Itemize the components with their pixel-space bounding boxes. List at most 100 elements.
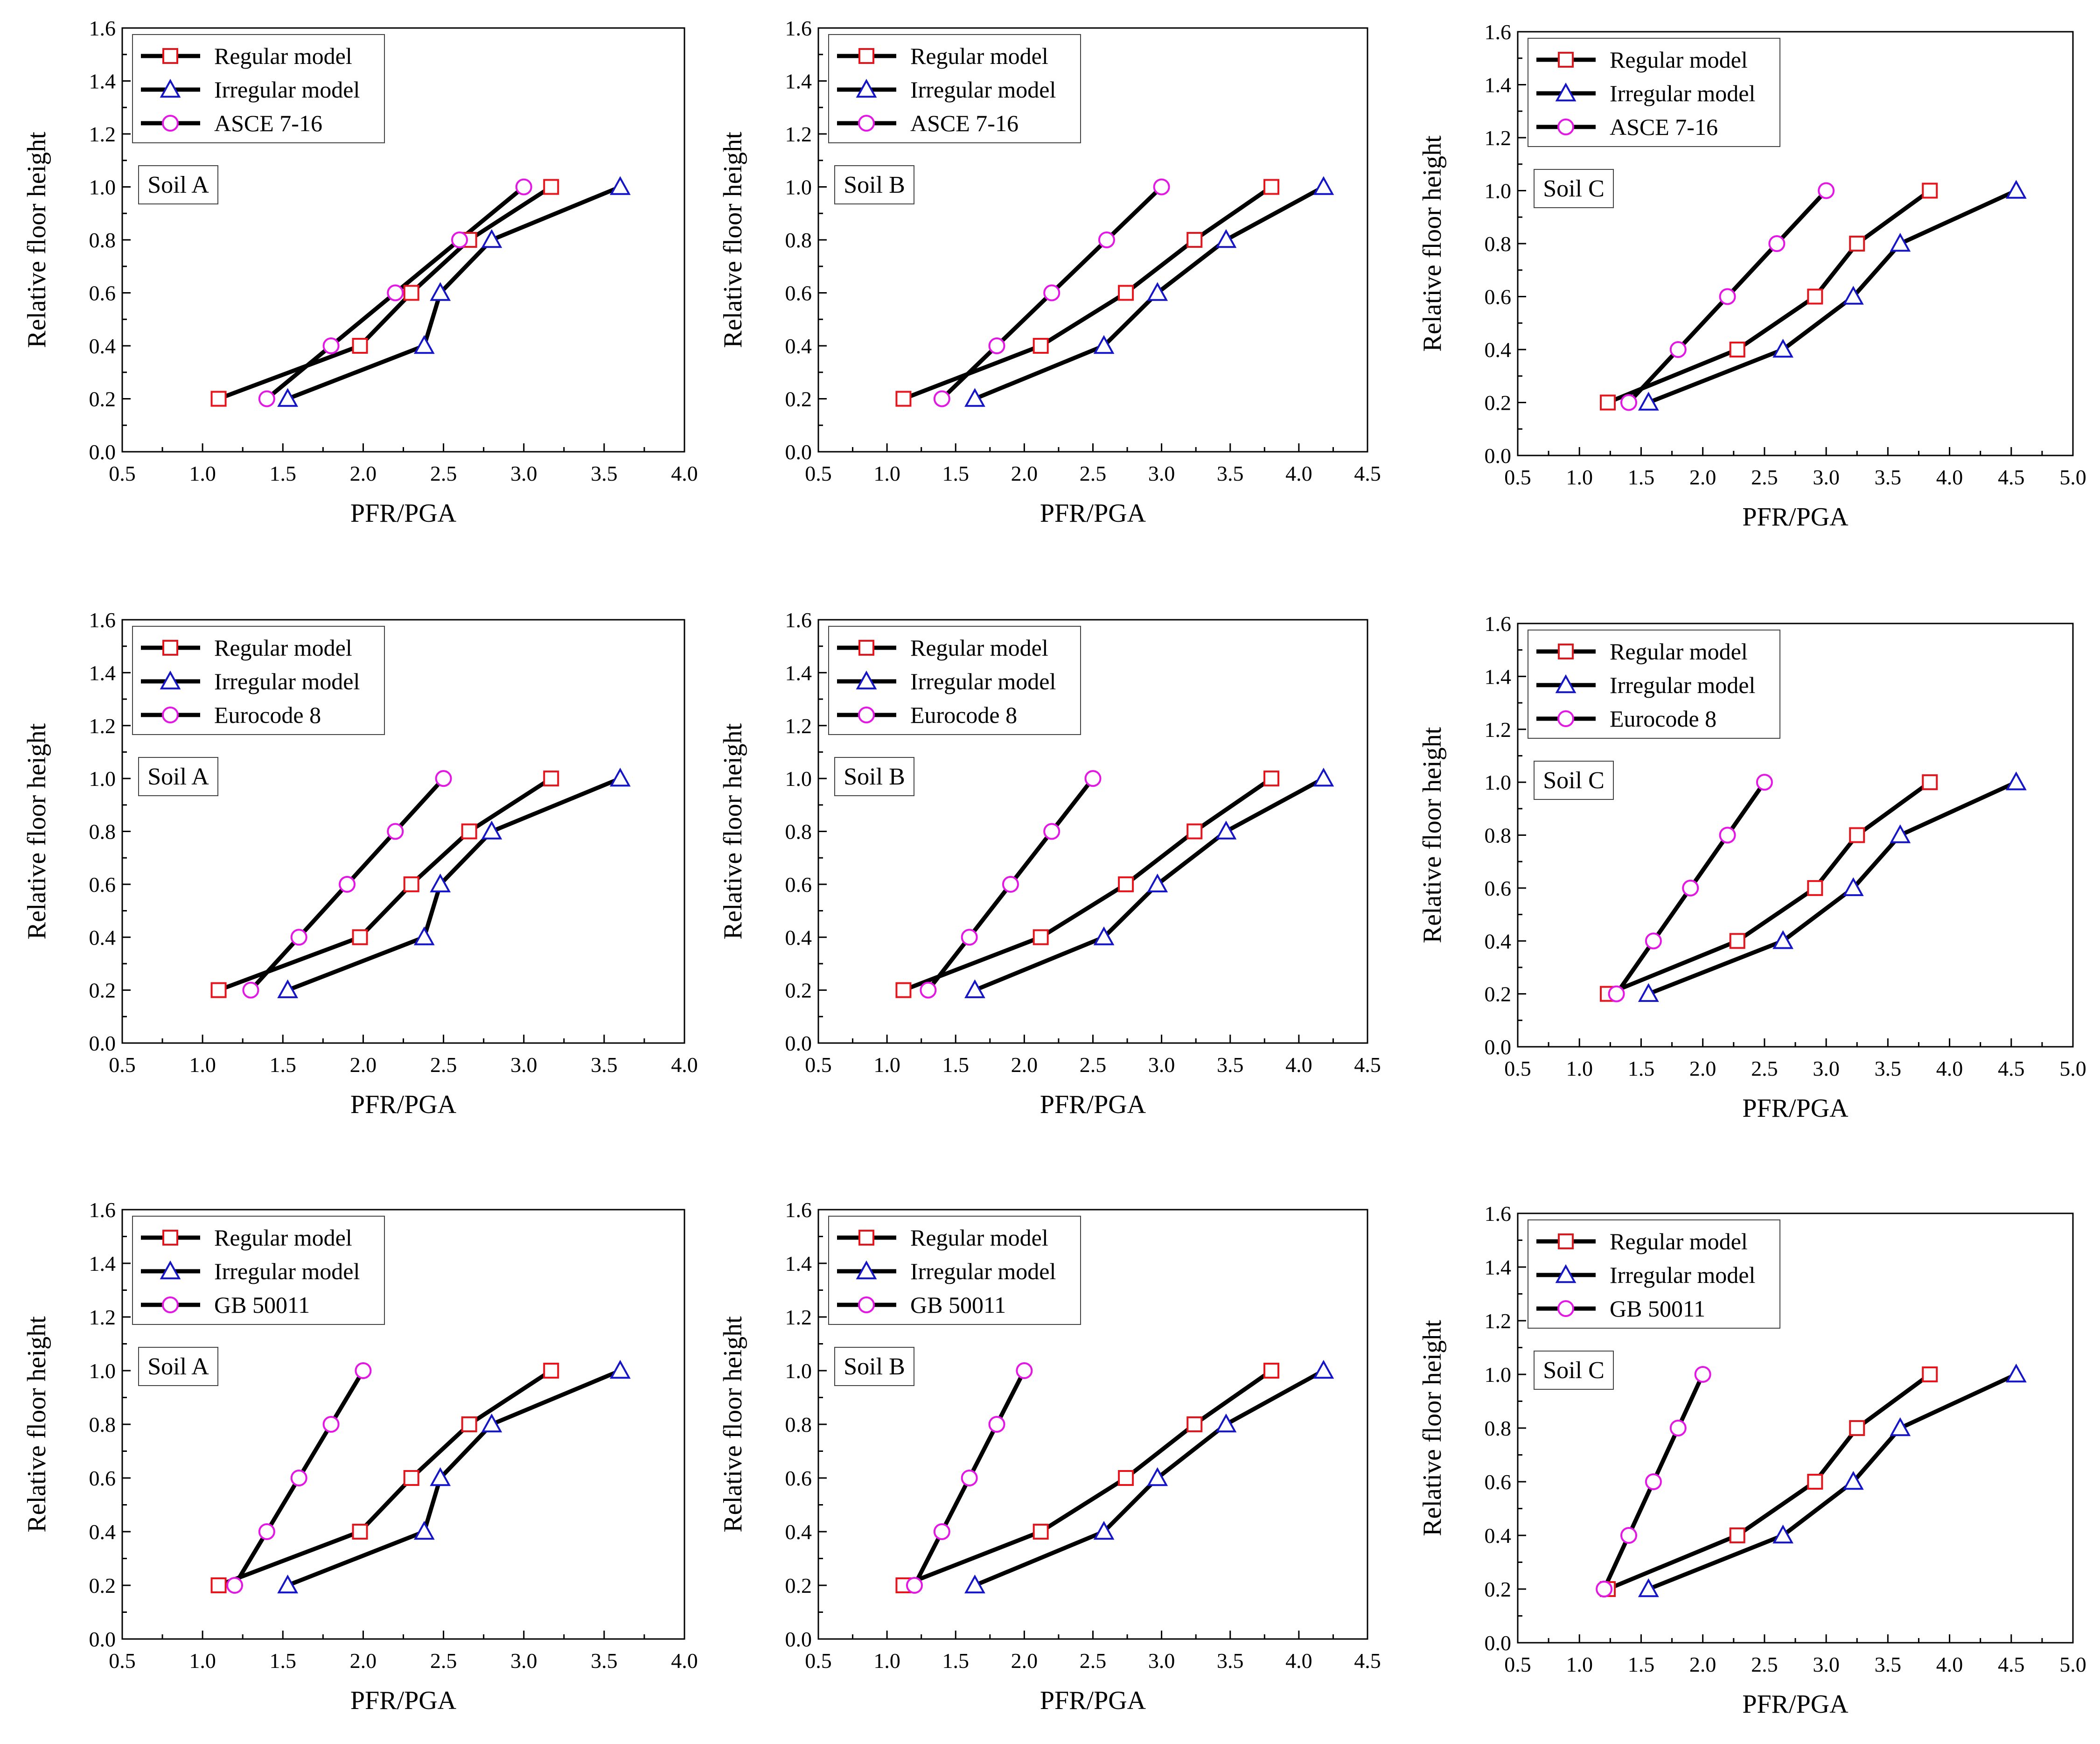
- legend: Regular model Irregular model ASCE 7-16: [828, 34, 1081, 143]
- y-tick-label: 1.2: [89, 122, 116, 146]
- data-point-regular: [1729, 933, 1745, 949]
- legend-label-irregular: Irregular model: [214, 1258, 360, 1284]
- y-tick-label: 0.6: [89, 281, 116, 305]
- legend-label-regular: Regular model: [1610, 47, 1748, 73]
- data-point-regular: [1922, 1366, 1938, 1382]
- data-point-irregular: [1147, 873, 1168, 893]
- y-tick-label: 0.4: [1485, 338, 1512, 362]
- x-tick-label: 1.0: [873, 1053, 900, 1077]
- x-axis-title: PFR/PGA: [350, 499, 457, 528]
- data-point-regular: [210, 982, 227, 998]
- y-axis-title: Relative floor height: [1418, 135, 1447, 352]
- legend-circle-marker: [858, 707, 875, 723]
- legend-triangle-marker: [1555, 674, 1577, 693]
- series-line-irregular: [1647, 189, 2017, 405]
- x-tick-label: 1.5: [942, 1649, 970, 1673]
- series-line-regular: [902, 185, 1273, 401]
- x-tick-label: 1.5: [270, 462, 297, 485]
- chart-panel-1-1: 0.5 1.0 1.5 2.0 2.5 3.0 3.5 4.0 0.0 0.2 0.4 0.6 0.8 1…: [22, 16, 698, 528]
- y-tick-label: 1.4: [89, 661, 116, 685]
- data-point-irregular: [1147, 282, 1168, 301]
- data-point-regular: [1033, 338, 1049, 354]
- legend-circle-marker: [162, 707, 179, 723]
- data-point-code: [226, 1577, 243, 1594]
- data-point-code: [1043, 284, 1060, 301]
- series-line-irregular: [286, 185, 621, 401]
- x-tick-label: 2.5: [430, 462, 457, 485]
- y-tick-label: 1.0: [1485, 179, 1512, 203]
- data-point-irregular: [1638, 983, 1659, 1002]
- legend-circle-marker: [162, 1296, 179, 1313]
- data-point-code: [961, 929, 978, 946]
- data-point-code: [1596, 1581, 1613, 1597]
- x-tick-label: 1.0: [189, 462, 216, 485]
- y-tick-label: 0.2: [785, 387, 812, 411]
- data-point-irregular: [1772, 338, 1793, 358]
- legend-label-code: GB 50011: [910, 1292, 1006, 1318]
- data-point-code: [988, 1416, 1005, 1433]
- x-axis-title: PFR/PGA: [1040, 1686, 1146, 1715]
- x-tick-label: 4.5: [1354, 1649, 1381, 1673]
- series-line-regular: [217, 185, 552, 401]
- data-point-regular: [352, 1524, 368, 1540]
- data-point-regular: [1922, 774, 1938, 791]
- data-point-code: [451, 231, 468, 248]
- legend-label-code: ASCE 7-16: [910, 110, 1019, 136]
- legend-label-irregular: Irregular model: [1610, 80, 1755, 106]
- y-tick-label: 0.2: [1485, 391, 1512, 415]
- y-tick-label: 0.8: [89, 820, 116, 844]
- legend-label-code: ASCE 7-16: [214, 110, 322, 136]
- series-line-regular: [902, 777, 1273, 992]
- data-point-code: [1608, 985, 1625, 1002]
- x-tick-label: 2.5: [1751, 1653, 1778, 1676]
- legend-label-code: ASCE 7-16: [1610, 114, 1718, 140]
- data-point-irregular: [1772, 930, 1793, 949]
- y-axis-title: Relative floor height: [22, 1316, 51, 1533]
- soil-label-box: [834, 165, 914, 204]
- x-tick-label: 2.0: [1011, 462, 1038, 485]
- x-tick-label: 3.0: [510, 462, 537, 485]
- data-point-code: [322, 337, 340, 354]
- data-point-regular: [1186, 1416, 1203, 1432]
- x-tick-label: 2.5: [1080, 1053, 1107, 1077]
- y-tick-label: 1.4: [89, 1252, 116, 1275]
- data-point-irregular: [277, 979, 299, 998]
- x-tick-label: 1.0: [189, 1053, 216, 1077]
- y-tick-label: 1.2: [785, 1305, 812, 1329]
- y-axis-title: Relative floor height: [22, 723, 51, 939]
- soil-label-box: [138, 165, 218, 204]
- series-line-irregular: [974, 777, 1325, 992]
- x-tick-label: 0.5: [1504, 1653, 1531, 1676]
- y-tick-label: 0.0: [89, 1627, 116, 1651]
- data-point-code: [387, 823, 404, 840]
- data-point-irregular: [481, 1413, 502, 1433]
- y-tick-label: 1.4: [1485, 665, 1512, 688]
- data-point-regular: [461, 1416, 477, 1432]
- data-point-regular: [895, 391, 912, 407]
- y-tick-label: 0.4: [1485, 1524, 1512, 1548]
- legend-triangle-marker: [160, 78, 181, 98]
- legend-label-code: Eurocode 8: [910, 702, 1017, 728]
- legend-square-marker: [858, 48, 874, 64]
- data-point-irregular: [1093, 1520, 1115, 1540]
- soil-label-box: [138, 757, 218, 796]
- soil-label-text: Soil C: [1543, 175, 1605, 202]
- x-tick-label: 0.5: [805, 1053, 832, 1077]
- data-point-regular: [1849, 827, 1865, 843]
- series-line-regular: [902, 1369, 1273, 1588]
- legend-triangle-marker: [160, 1260, 181, 1280]
- y-tick-label: 1.0: [89, 1359, 116, 1383]
- data-point-code: [258, 1523, 275, 1540]
- soil-label-text: Soil A: [147, 172, 209, 198]
- legend-triangle-marker: [856, 1260, 877, 1280]
- data-point-code: [290, 1470, 307, 1486]
- legend-label-irregular: Irregular model: [910, 668, 1056, 694]
- series-line-regular: [217, 777, 552, 992]
- data-point-irregular: [1842, 286, 1864, 305]
- data-point-regular: [1849, 1420, 1865, 1436]
- series-line-irregular: [286, 1368, 621, 1588]
- y-tick-label: 1.4: [785, 661, 812, 685]
- y-tick-label: 0.2: [785, 979, 812, 1002]
- soil-label: Soil A: [138, 757, 218, 796]
- x-tick-label: 4.0: [671, 1053, 698, 1077]
